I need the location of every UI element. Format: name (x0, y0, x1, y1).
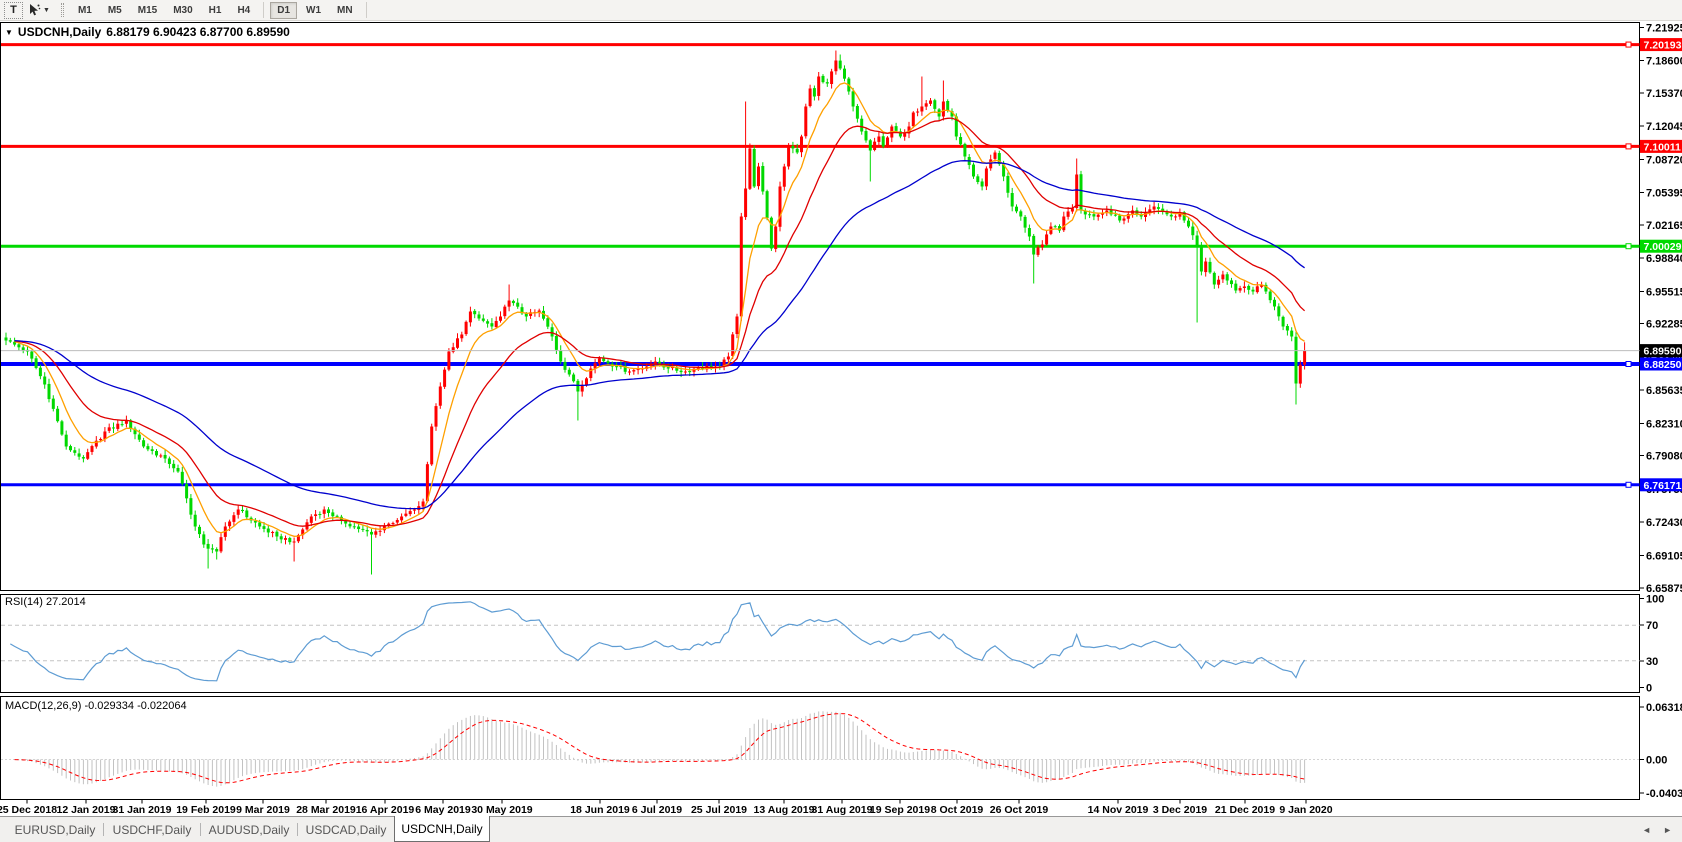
svg-text:6 Jul 2019: 6 Jul 2019 (632, 804, 682, 816)
timeframe-button-w1[interactable]: W1 (306, 4, 322, 16)
tab-eurusd[interactable]: EURUSD,Daily (14, 822, 96, 837)
rsi-label: RSI(14) 27.2014 (5, 596, 86, 608)
cursor-icon (30, 4, 41, 16)
svg-text:13 Aug 2019: 13 Aug 2019 (754, 804, 815, 816)
svg-text:7.05395: 7.05395 (1646, 188, 1682, 200)
svg-text:31 Aug 2019: 31 Aug 2019 (812, 804, 873, 816)
svg-text:6.85635: 6.85635 (1646, 385, 1682, 397)
svg-text:6.79080: 6.79080 (1646, 451, 1682, 463)
toolbar-separator (365, 2, 367, 18)
svg-text:6 May 2019: 6 May 2019 (415, 804, 471, 816)
svg-text:6.76171: 6.76171 (1644, 480, 1682, 492)
svg-text:31 Jan 2019: 31 Jan 2019 (113, 804, 172, 816)
svg-text:100: 100 (1646, 594, 1664, 606)
svg-text:6.95515: 6.95515 (1646, 286, 1682, 298)
svg-text:6.98840: 6.98840 (1646, 253, 1682, 265)
svg-text:7.00029: 7.00029 (1644, 241, 1682, 253)
svg-text:25 Jul 2019: 25 Jul 2019 (691, 804, 747, 816)
svg-text:14 Nov 2019: 14 Nov 2019 (1088, 804, 1149, 816)
timeframe-button-group: M1 M5 M15 M30 H1 H4 D1 W1 MN (70, 1, 361, 19)
tab-usdcad[interactable]: USDCAD,Daily (305, 822, 387, 837)
chart-title: ▼ USDCNH,Daily 6.88179 6.90423 6.87700 6… (5, 25, 290, 39)
tab-usdchf[interactable]: USDCHF,Daily (112, 822, 192, 837)
tab-separator (297, 823, 298, 836)
svg-text:6.69105: 6.69105 (1646, 550, 1682, 562)
svg-text:0.00: 0.00 (1646, 754, 1667, 766)
macd-label: MACD(12,26,9) -0.029334 -0.022064 (5, 700, 187, 712)
toolbar-separator (263, 2, 265, 18)
symbol-dropdown-icon[interactable]: ▼ (5, 27, 13, 37)
svg-text:7.20193: 7.20193 (1644, 40, 1682, 52)
timeframe-button-h4[interactable]: H4 (237, 4, 251, 16)
tab-scroll-right-icon[interactable]: ► (1663, 824, 1672, 835)
svg-text:3 Dec 2019: 3 Dec 2019 (1153, 804, 1207, 816)
svg-text:0.063184: 0.063184 (1646, 702, 1682, 714)
svg-text:7.08720: 7.08720 (1646, 154, 1682, 166)
svg-text:8 Oct 2019: 8 Oct 2019 (931, 804, 984, 816)
chart-symbol-label: USDCNH,Daily (17, 25, 102, 39)
svg-text:7.18600: 7.18600 (1646, 56, 1682, 68)
svg-text:25 Dec 2018: 25 Dec 2018 (0, 804, 57, 816)
toolbar-grip[interactable] (60, 3, 64, 17)
svg-text:6.65875: 6.65875 (1646, 583, 1682, 595)
svg-text:7.02165: 7.02165 (1646, 220, 1682, 232)
tab-separator (200, 823, 201, 836)
svg-text:26 Oct 2019: 26 Oct 2019 (990, 804, 1049, 816)
timeframe-button-mn[interactable]: MN (337, 4, 353, 16)
crosshair-tool-button[interactable]: ▼ (24, 2, 53, 19)
svg-text:9 Mar 2019: 9 Mar 2019 (236, 804, 290, 816)
svg-text:16 Apr 2019: 16 Apr 2019 (356, 804, 415, 816)
chevron-down-icon: ▼ (43, 6, 50, 14)
svg-text:70: 70 (1646, 620, 1658, 632)
timeframe-button-m1[interactable]: M1 (77, 4, 92, 16)
timeframe-button-m5[interactable]: M5 (107, 4, 122, 16)
svg-text:6.72430: 6.72430 (1646, 517, 1682, 529)
tab-usdcnh[interactable]: USDCNH,Daily (394, 816, 490, 842)
svg-text:18 Jun 2019: 18 Jun 2019 (570, 804, 630, 816)
timeframe-button-m30[interactable]: M30 (173, 4, 193, 16)
timeframe-button-m15[interactable]: M15 (137, 4, 158, 16)
svg-text:6.82310: 6.82310 (1646, 418, 1682, 430)
svg-text:19 Sep 2019: 19 Sep 2019 (870, 804, 930, 816)
svg-text:7.12045: 7.12045 (1646, 121, 1682, 133)
chart-ohlc-values: 6.88179 6.90423 6.87700 6.89590 (106, 25, 290, 39)
svg-text:6.92285: 6.92285 (1646, 319, 1682, 331)
text-tool-button[interactable]: T (4, 1, 23, 19)
svg-text:30 May 2019: 30 May 2019 (471, 804, 532, 816)
svg-text:7.10011: 7.10011 (1644, 141, 1682, 153)
tab-audusd[interactable]: AUDUSD,Daily (208, 822, 290, 837)
svg-text:-0.040355: -0.040355 (1646, 788, 1682, 800)
svg-text:7.15370: 7.15370 (1646, 88, 1682, 100)
svg-text:30: 30 (1646, 656, 1658, 668)
toolbar: T ▼ M1 M5 M15 M30 H1 H4 D1 W1 MN (0, 0, 1682, 21)
tabs-container: EURUSD,Daily USDCHF,Daily AUDUSD,Daily USDC… (7, 816, 490, 842)
tab-scroll-left-icon[interactable]: ◄ (1642, 824, 1652, 835)
tab-scroll-arrows: ◄ ► (1642, 817, 1672, 842)
svg-text:28 Mar 2019: 28 Mar 2019 (296, 804, 356, 816)
svg-text:9 Jan 2020: 9 Jan 2020 (1279, 804, 1332, 816)
svg-text:6.89590: 6.89590 (1644, 346, 1682, 358)
svg-text:21 Dec 2019: 21 Dec 2019 (1215, 804, 1275, 816)
svg-text:7.21925: 7.21925 (1646, 22, 1682, 34)
timeframe-button-d1[interactable]: D1 (270, 1, 298, 19)
timeframe-button-h1[interactable]: H1 (208, 4, 222, 16)
svg-text:0: 0 (1646, 683, 1652, 695)
svg-text:19 Feb 2019: 19 Feb 2019 (176, 804, 236, 816)
svg-text:6.88250: 6.88250 (1644, 359, 1682, 371)
symbol-tabbar: EURUSD,Daily USDCHF,Daily AUDUSD,Daily USDC… (0, 816, 1682, 842)
svg-text:12 Jan 2019: 12 Jan 2019 (57, 804, 116, 816)
tab-separator (103, 823, 104, 836)
